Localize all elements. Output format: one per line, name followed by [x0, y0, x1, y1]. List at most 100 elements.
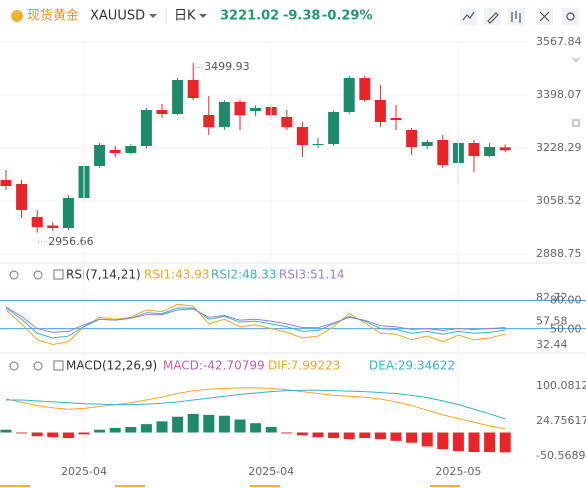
candle-body: [16, 183, 28, 210]
min-label: 2956.66: [48, 235, 93, 248]
macd-bar: [94, 429, 106, 433]
macd-bar: [359, 432, 371, 439]
max-label: 3499.93: [204, 60, 250, 73]
candle-body: [468, 143, 480, 157]
settings-button[interactable]: [562, 8, 579, 25]
y-tick-label: 57.58: [536, 315, 568, 328]
candle-body: [437, 140, 449, 166]
candle-body: [281, 116, 293, 128]
candle-body: [47, 225, 59, 229]
candle-body: [421, 142, 433, 147]
candle-body: [406, 129, 418, 147]
settings-icon[interactable]: [33, 361, 43, 371]
macd-bar: [47, 432, 59, 438]
change-percent: -0.29%: [322, 9, 373, 24]
checkbox[interactable]: [53, 269, 64, 280]
candle-body: [234, 102, 246, 116]
legend-entry: MACD:-42.70799: [163, 359, 265, 373]
macd-bar: [374, 432, 386, 440]
macd-bar: [62, 432, 74, 439]
candle-body: [172, 80, 184, 115]
dropdown-caret[interactable]: [199, 14, 207, 18]
indicator-title: RSI(7,14,21): [66, 268, 141, 282]
reference-label: 80.00: [550, 294, 582, 307]
x-tick-label: 2025-04: [248, 465, 294, 478]
macd-bar: [140, 424, 152, 433]
candle-body: [156, 110, 168, 115]
y-tick-label: 100.08126: [536, 379, 586, 392]
logo: [11, 10, 23, 22]
legend-entry: RSI2:48.33: [211, 268, 277, 282]
settings-icon[interactable]: [33, 270, 43, 280]
y-tick-label: -50.56892: [536, 449, 586, 462]
legend-entry: RSI1:43.93: [144, 268, 210, 282]
dropdown-caret[interactable]: [149, 14, 157, 18]
macd-bar: [156, 421, 168, 433]
macd-bar: [343, 432, 355, 440]
type-icon: [511, 11, 521, 23]
candle-body: [109, 149, 121, 153]
macd-bar: [0, 429, 12, 433]
macd-bar: [452, 432, 464, 452]
settings-icon: [566, 12, 575, 21]
candle-body: [203, 115, 215, 128]
y-tick-label: 2888.75: [536, 247, 582, 260]
candle-body: [0, 179, 12, 187]
candle-body: [296, 127, 308, 146]
macd-bar: [218, 415, 230, 433]
candle-body: [218, 102, 230, 128]
instrument-name[interactable]: 现货黄金: [27, 8, 79, 24]
macd-bar: [172, 416, 184, 433]
macd-bar: [31, 432, 43, 437]
candle-body: [359, 78, 371, 101]
price: 3221.02: [220, 9, 279, 24]
rsi-line: [5, 303, 506, 345]
macd-line: [6, 389, 506, 420]
y-tick-label: 3398.07: [536, 88, 582, 101]
candle-body: [499, 147, 511, 151]
macd-bar: [390, 432, 402, 441]
y-tick-label: 3058.52: [536, 194, 582, 207]
fullscreen-icon: [539, 11, 550, 22]
macd-bar: [421, 432, 433, 447]
y-tick-label: 32.44: [536, 338, 568, 351]
candle-body: [328, 112, 340, 145]
y-tick-label: 3567.84: [536, 35, 582, 48]
x-tick-label: 2025-04: [61, 465, 107, 478]
macd-bar: [16, 432, 28, 434]
y-tick-label: 3228.29: [536, 141, 582, 154]
macd-bar: [125, 426, 137, 433]
macd-bar: [437, 432, 449, 450]
legend-entry: DEA:29.34622: [369, 359, 455, 373]
candle-body: [312, 144, 324, 146]
symbol[interactable]: XAUUSD: [90, 9, 145, 24]
candle-body: [125, 146, 137, 153]
macd-bar: [78, 432, 90, 435]
macd-bar: [281, 432, 293, 434]
hide-icon[interactable]: [9, 361, 19, 371]
macd-bar: [234, 419, 246, 433]
hide-icon[interactable]: [9, 270, 19, 280]
period[interactable]: 日K: [174, 9, 196, 24]
reference-label: 50.00: [550, 323, 582, 336]
macd-bar: [499, 432, 511, 453]
draw-icon: [487, 12, 499, 24]
rsi-line: [5, 307, 506, 339]
macd-bar: [406, 432, 418, 443]
candle-body: [94, 145, 106, 167]
macd-bar: [328, 432, 340, 439]
macd-bar: [312, 432, 324, 438]
candle-body: [31, 217, 43, 228]
candle-body: [343, 78, 355, 113]
candle-body: [484, 146, 496, 157]
checkbox[interactable]: [53, 360, 64, 371]
rsi-line: [5, 306, 506, 333]
side-icons[interactable]: [572, 57, 580, 127]
candle-body: [374, 100, 386, 122]
legend-entry: RSI3:51.14: [279, 268, 345, 282]
macd-bar: [296, 432, 308, 436]
change: -9.38: [283, 9, 320, 24]
candle-body: [390, 117, 402, 120]
